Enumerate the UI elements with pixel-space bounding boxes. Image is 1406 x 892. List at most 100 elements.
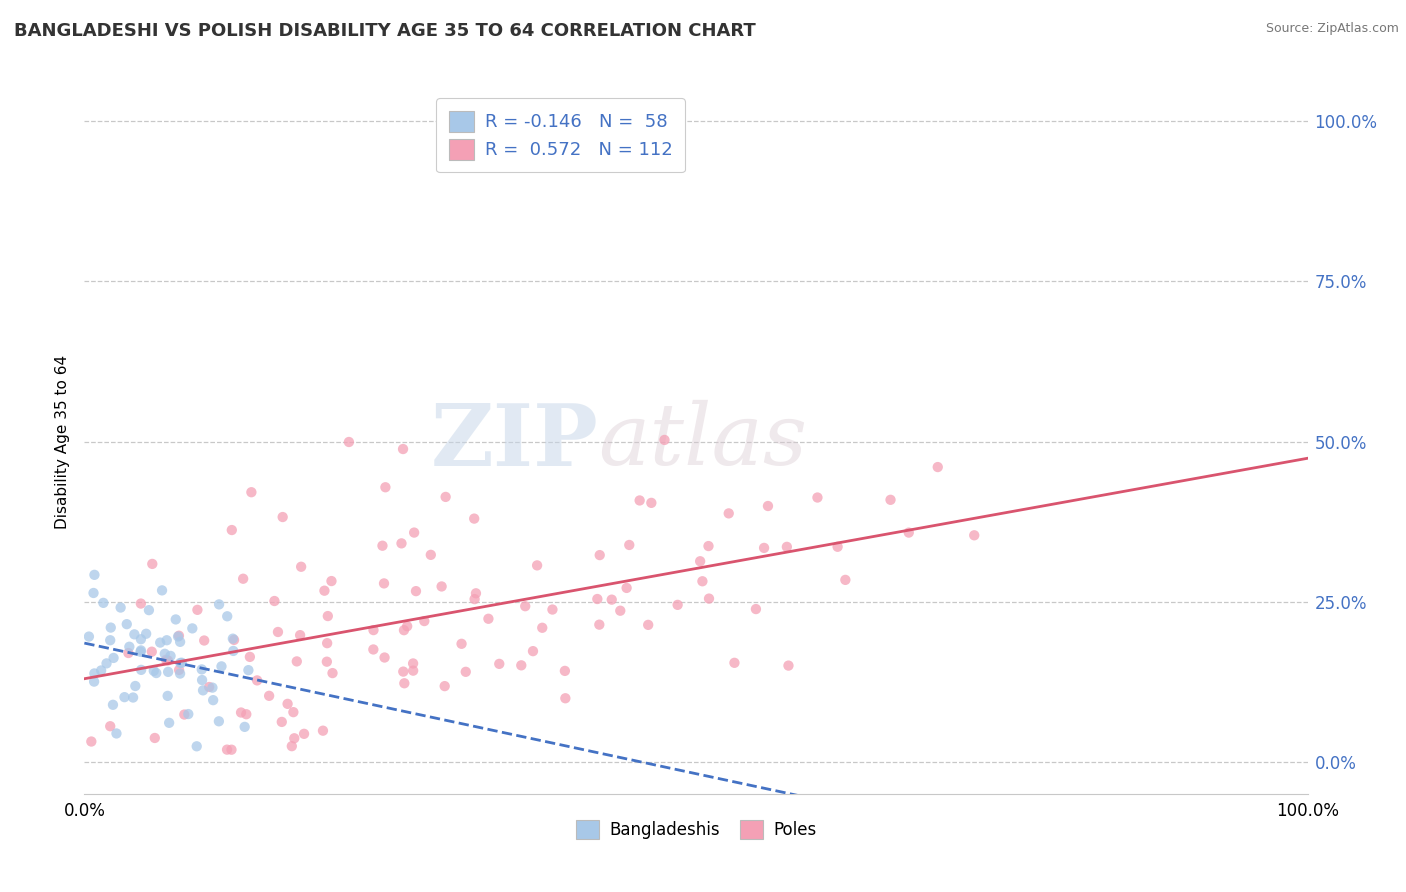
Point xyxy=(198,680,221,694)
Point xyxy=(270,714,292,729)
Point xyxy=(321,574,343,588)
Point xyxy=(430,579,453,593)
Point xyxy=(834,573,856,587)
Point xyxy=(963,528,986,542)
Point xyxy=(122,690,145,705)
Point xyxy=(363,623,385,637)
Point xyxy=(229,706,252,720)
Point xyxy=(235,707,257,722)
Point xyxy=(776,540,799,554)
Point xyxy=(155,653,177,667)
Point xyxy=(233,720,256,734)
Point xyxy=(145,666,167,681)
Point xyxy=(285,654,308,668)
Point xyxy=(666,598,689,612)
Point xyxy=(90,664,112,678)
Y-axis label: Disability Age 35 to 64: Disability Age 35 to 64 xyxy=(55,354,70,529)
Point xyxy=(321,666,343,681)
Point xyxy=(404,525,426,540)
Point xyxy=(80,734,103,748)
Point xyxy=(115,617,138,632)
Point xyxy=(271,510,294,524)
Point xyxy=(373,576,395,591)
Point xyxy=(778,658,800,673)
Point xyxy=(697,539,720,553)
Point xyxy=(124,627,146,641)
Point xyxy=(697,591,720,606)
Point xyxy=(124,679,146,693)
Point xyxy=(201,681,224,695)
Point xyxy=(138,603,160,617)
Point xyxy=(156,689,179,703)
Point xyxy=(141,645,163,659)
Point xyxy=(463,511,485,525)
Point xyxy=(149,635,172,649)
Point xyxy=(93,596,115,610)
Point xyxy=(723,656,745,670)
Point xyxy=(193,633,215,648)
Point xyxy=(169,666,191,681)
Point xyxy=(371,539,394,553)
Point xyxy=(419,548,441,562)
Point xyxy=(315,655,337,669)
Point xyxy=(232,572,254,586)
Point xyxy=(170,656,193,670)
Point xyxy=(477,612,499,626)
Point xyxy=(283,705,305,719)
Point xyxy=(413,614,436,628)
Point xyxy=(83,666,105,681)
Point xyxy=(586,592,609,607)
Point xyxy=(554,664,576,678)
Point xyxy=(454,665,477,679)
Point xyxy=(98,633,121,648)
Point xyxy=(281,739,304,754)
Point xyxy=(208,598,231,612)
Point xyxy=(77,630,100,644)
Point xyxy=(488,657,510,671)
Point xyxy=(619,538,641,552)
Point xyxy=(589,548,612,562)
Point xyxy=(186,603,208,617)
Point xyxy=(879,492,901,507)
Point xyxy=(110,600,132,615)
Point xyxy=(756,499,779,513)
Point xyxy=(745,602,768,616)
Point xyxy=(450,637,472,651)
Point xyxy=(510,658,533,673)
Point xyxy=(173,707,195,722)
Point xyxy=(221,742,243,756)
Point xyxy=(177,707,200,722)
Point xyxy=(692,574,714,589)
Point xyxy=(101,698,124,712)
Point xyxy=(292,727,315,741)
Point xyxy=(257,689,280,703)
Point xyxy=(114,690,136,705)
Point xyxy=(394,676,416,690)
Point xyxy=(156,653,179,667)
Point xyxy=(190,662,212,676)
Point xyxy=(202,693,225,707)
Point xyxy=(434,490,457,504)
Text: BANGLADESHI VS POLISH DISABILITY AGE 35 TO 64 CORRELATION CHART: BANGLADESHI VS POLISH DISABILITY AGE 35 … xyxy=(14,22,756,40)
Point xyxy=(167,663,190,677)
Point xyxy=(402,664,425,678)
Point xyxy=(129,643,152,657)
Point xyxy=(405,584,427,599)
Point xyxy=(640,496,662,510)
Point xyxy=(103,651,125,665)
Point xyxy=(609,604,631,618)
Point xyxy=(156,633,179,648)
Point xyxy=(600,592,623,607)
Point xyxy=(267,625,290,640)
Point xyxy=(654,433,676,447)
Legend: Bangladeshis, Poles: Bangladeshis, Poles xyxy=(565,810,827,849)
Point xyxy=(283,731,305,746)
Point xyxy=(141,557,163,571)
Point xyxy=(135,626,157,640)
Point xyxy=(628,493,651,508)
Point xyxy=(83,674,105,689)
Point xyxy=(392,442,415,456)
Point xyxy=(83,586,105,600)
Point xyxy=(927,460,949,475)
Point xyxy=(897,525,920,540)
